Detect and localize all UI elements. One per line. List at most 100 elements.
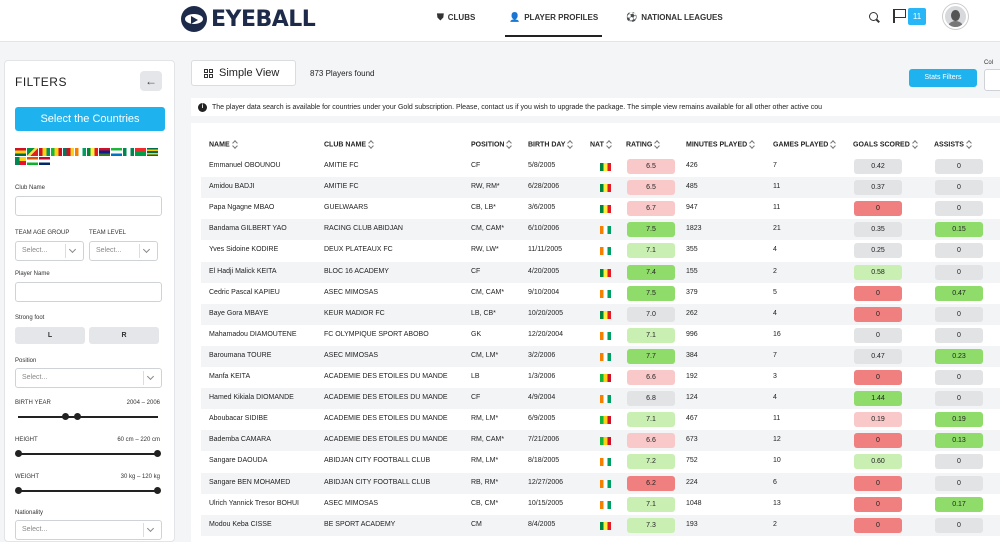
flag-gambia-icon[interactable] <box>99 148 110 156</box>
flag-guinea-icon[interactable] <box>39 148 50 156</box>
player-name-cell[interactable]: Yves Sidoine KODIRE <box>209 246 279 254</box>
player-name-cell[interactable]: Baroumana TOURE <box>209 351 272 359</box>
club-name-cell[interactable]: AMITIE FC <box>324 162 359 169</box>
club-name-cell[interactable]: GUELWAARS <box>324 204 368 212</box>
column-header-birth-day[interactable]: BIRTH DAY <box>528 141 573 148</box>
nationality-select[interactable]: Select... <box>15 520 162 540</box>
club-name-cell[interactable]: DEUX PLATEAUX FC <box>324 246 393 254</box>
team-level-select[interactable]: Select... <box>89 241 158 261</box>
club-name-cell[interactable]: ACADEMIE DES ETOILES DU MANDE <box>324 394 448 402</box>
sort-icon[interactable] <box>912 141 918 148</box>
height-slider[interactable] <box>15 450 161 457</box>
simple-view-toggle[interactable]: Simple View <box>191 60 296 86</box>
column-header-minutes-played[interactable]: MINUTES PLAYED <box>686 141 755 148</box>
sort-icon[interactable] <box>506 141 512 148</box>
column-header-club-name[interactable]: CLUB NAME <box>324 141 374 148</box>
sort-icon[interactable] <box>654 141 660 148</box>
table-row[interactable]: Aboubacar SIDIBE ACADEMIE DES ETOILES DU … <box>201 409 1000 430</box>
club-name-cell[interactable]: ASEC MIMOSAS <box>324 288 379 296</box>
club-name-cell[interactable]: AMITIE FC <box>324 183 359 191</box>
flag-togo-icon[interactable] <box>147 148 158 156</box>
club-name-cell[interactable]: BE SPORT ACADEMY <box>324 520 396 528</box>
logo[interactable]: EYEBALL <box>181 6 316 32</box>
weight-min-handle[interactable] <box>15 487 22 494</box>
weight-slider[interactable] <box>15 487 161 494</box>
player-name-cell[interactable]: Baye Gora MBAYE <box>209 309 269 317</box>
table-row[interactable]: Manfa KEITA ACADEMIE DES ETOILES DU MANDE… <box>201 367 1000 388</box>
club-name-cell[interactable]: KEUR MADIOR FC <box>324 309 385 317</box>
height-max-handle[interactable] <box>154 450 161 457</box>
player-name-input[interactable] <box>15 282 162 302</box>
table-row[interactable]: Cedric Pascal KAPIEU ASEC MIMOSAS CM, CAM*… <box>201 283 1000 304</box>
table-row[interactable]: El Hadji Malick KEITA BLOC 16 ACADEMY CF 4/… <box>201 261 1000 283</box>
table-row[interactable]: Bandama GILBERT YAO RACING CLUB ABIDJAN CM… <box>201 219 1000 241</box>
flag-sierra-leone-icon[interactable] <box>111 148 122 156</box>
table-row[interactable]: Hamed Kikiala DIOMANDE ACADEMIE DES ETOIL… <box>201 388 1000 410</box>
height-min-handle[interactable] <box>15 450 22 457</box>
nav-national-leagues[interactable]: ⚽ NATIONAL LEAGUES <box>626 12 723 23</box>
flag-niger-icon[interactable] <box>27 157 38 165</box>
flag-benin-icon[interactable] <box>15 157 26 165</box>
table-row[interactable]: Sangare DAOUDA ABIDJAN CITY FOOTBALL CLUB… <box>201 451 1000 472</box>
player-name-cell[interactable]: Aboubacar SIDIBE <box>209 415 268 423</box>
sort-icon[interactable] <box>232 141 238 148</box>
club-name-cell[interactable]: FC OLYMPIQUE SPORT ABOBO <box>324 330 429 338</box>
flag-icon[interactable] <box>893 9 906 23</box>
player-name-cell[interactable]: Sangare BEN MOHAMED <box>209 478 291 486</box>
table-row[interactable]: Bademba CAMARA ACADEMIE DES ETOILES DU MA… <box>201 430 1000 452</box>
flag-ivory-coast-icon[interactable] <box>75 148 86 156</box>
column-header-rating[interactable]: RATING <box>626 141 660 148</box>
club-name-cell[interactable]: ABIDJAN CITY FOOTBALL CLUB <box>324 478 431 486</box>
column-header-nat[interactable]: NAT <box>590 141 612 148</box>
table-row[interactable]: Amidou BADJI AMITIE FC RW, RM* 6/28/2006 485… <box>201 177 1000 199</box>
flag-ghana-icon[interactable] <box>15 148 26 156</box>
notification-badge[interactable]: 11 <box>908 8 926 25</box>
table-row[interactable]: Mahamadou DIAMOUTENE FC OLYMPIQUE SPORT A… <box>201 325 1000 346</box>
nav-player-profiles[interactable]: 👤 PLAYER PROFILES <box>504 12 603 37</box>
table-row[interactable]: Sangare BEN MOHAMED ABIDJAN CITY FOOTBALL… <box>201 472 1000 494</box>
column-header-name[interactable]: NAME <box>209 141 238 148</box>
player-name-cell[interactable]: Bademba CAMARA <box>209 436 271 444</box>
player-name-cell[interactable]: Sangare DAOUDA <box>209 457 268 465</box>
flag-liberia-icon[interactable] <box>39 157 50 165</box>
club-name-cell[interactable]: ACADEMIE DES ETOILES DU MANDE <box>324 373 448 380</box>
sort-icon[interactable] <box>749 141 755 148</box>
flag-congo-icon[interactable] <box>27 148 38 156</box>
search-icon[interactable] <box>869 12 878 21</box>
team-age-group-select[interactable]: Select... <box>15 241 84 261</box>
player-name-cell[interactable]: El Hadji Malick KEITA <box>209 267 277 275</box>
collapse-filters-button[interactable]: ← <box>140 71 162 91</box>
player-name-cell[interactable]: Ulrich Yannick Tresor BOHUI <box>209 499 299 507</box>
sort-icon[interactable] <box>368 141 374 148</box>
table-row[interactable]: Papa Ngagne MBAO GUELWAARS CB, LB* 3/6/2005… <box>201 198 1000 219</box>
stats-filters-button[interactable]: Stats Filters <box>909 69 977 87</box>
foot-left-button[interactable]: L <box>15 327 85 344</box>
flag-cameroon-icon[interactable] <box>63 148 74 156</box>
player-name-cell[interactable]: Modou Keba CISSE <box>209 520 272 528</box>
club-name-cell[interactable]: ABIDJAN CITY FOOTBALL CLUB <box>324 457 431 465</box>
birth-year-max-handle[interactable] <box>74 413 81 420</box>
flag-nigeria-icon[interactable] <box>123 148 134 156</box>
flag-senegal-icon[interactable] <box>87 148 98 156</box>
player-name-cell[interactable]: Papa Ngagne MBAO <box>209 204 275 212</box>
table-row[interactable]: Baye Gora MBAYE KEUR MADIOR FC LB, CB* 10/2… <box>201 303 1000 325</box>
table-row[interactable]: Yves Sidoine KODIRE DEUX PLATEAUX FC RW, L… <box>201 240 1000 261</box>
position-select[interactable]: Select... <box>15 368 162 388</box>
club-name-cell[interactable]: ACADEMIE DES ETOILES DU MANDE <box>324 436 448 444</box>
sort-icon[interactable] <box>830 141 836 148</box>
club-name-cell[interactable]: ASEC MIMOSAS <box>324 351 379 359</box>
foot-right-button[interactable]: R <box>89 327 159 344</box>
player-name-cell[interactable]: Mahamadou DIAMOUTENE <box>209 330 297 338</box>
flag-mali-icon[interactable] <box>51 148 62 156</box>
column-header-games-played[interactable]: GAMES PLAYED <box>773 141 836 148</box>
player-name-cell[interactable]: Emmanuel OBOUNOU <box>209 162 281 169</box>
club-name-cell[interactable]: RACING CLUB ABIDJAN <box>324 225 403 233</box>
select-countries-button[interactable]: Select the Countries <box>15 107 165 131</box>
sort-icon[interactable] <box>966 141 972 148</box>
column-header-goals-scored[interactable]: GOALS SCORED <box>853 141 918 148</box>
player-name-cell[interactable]: Bandama GILBERT YAO <box>209 225 287 233</box>
weight-max-handle[interactable] <box>154 487 161 494</box>
column-header-position[interactable]: POSITION <box>471 141 512 148</box>
column-header-assists[interactable]: ASSISTS <box>934 141 972 148</box>
player-name-cell[interactable]: Cedric Pascal KAPIEU <box>209 288 280 296</box>
